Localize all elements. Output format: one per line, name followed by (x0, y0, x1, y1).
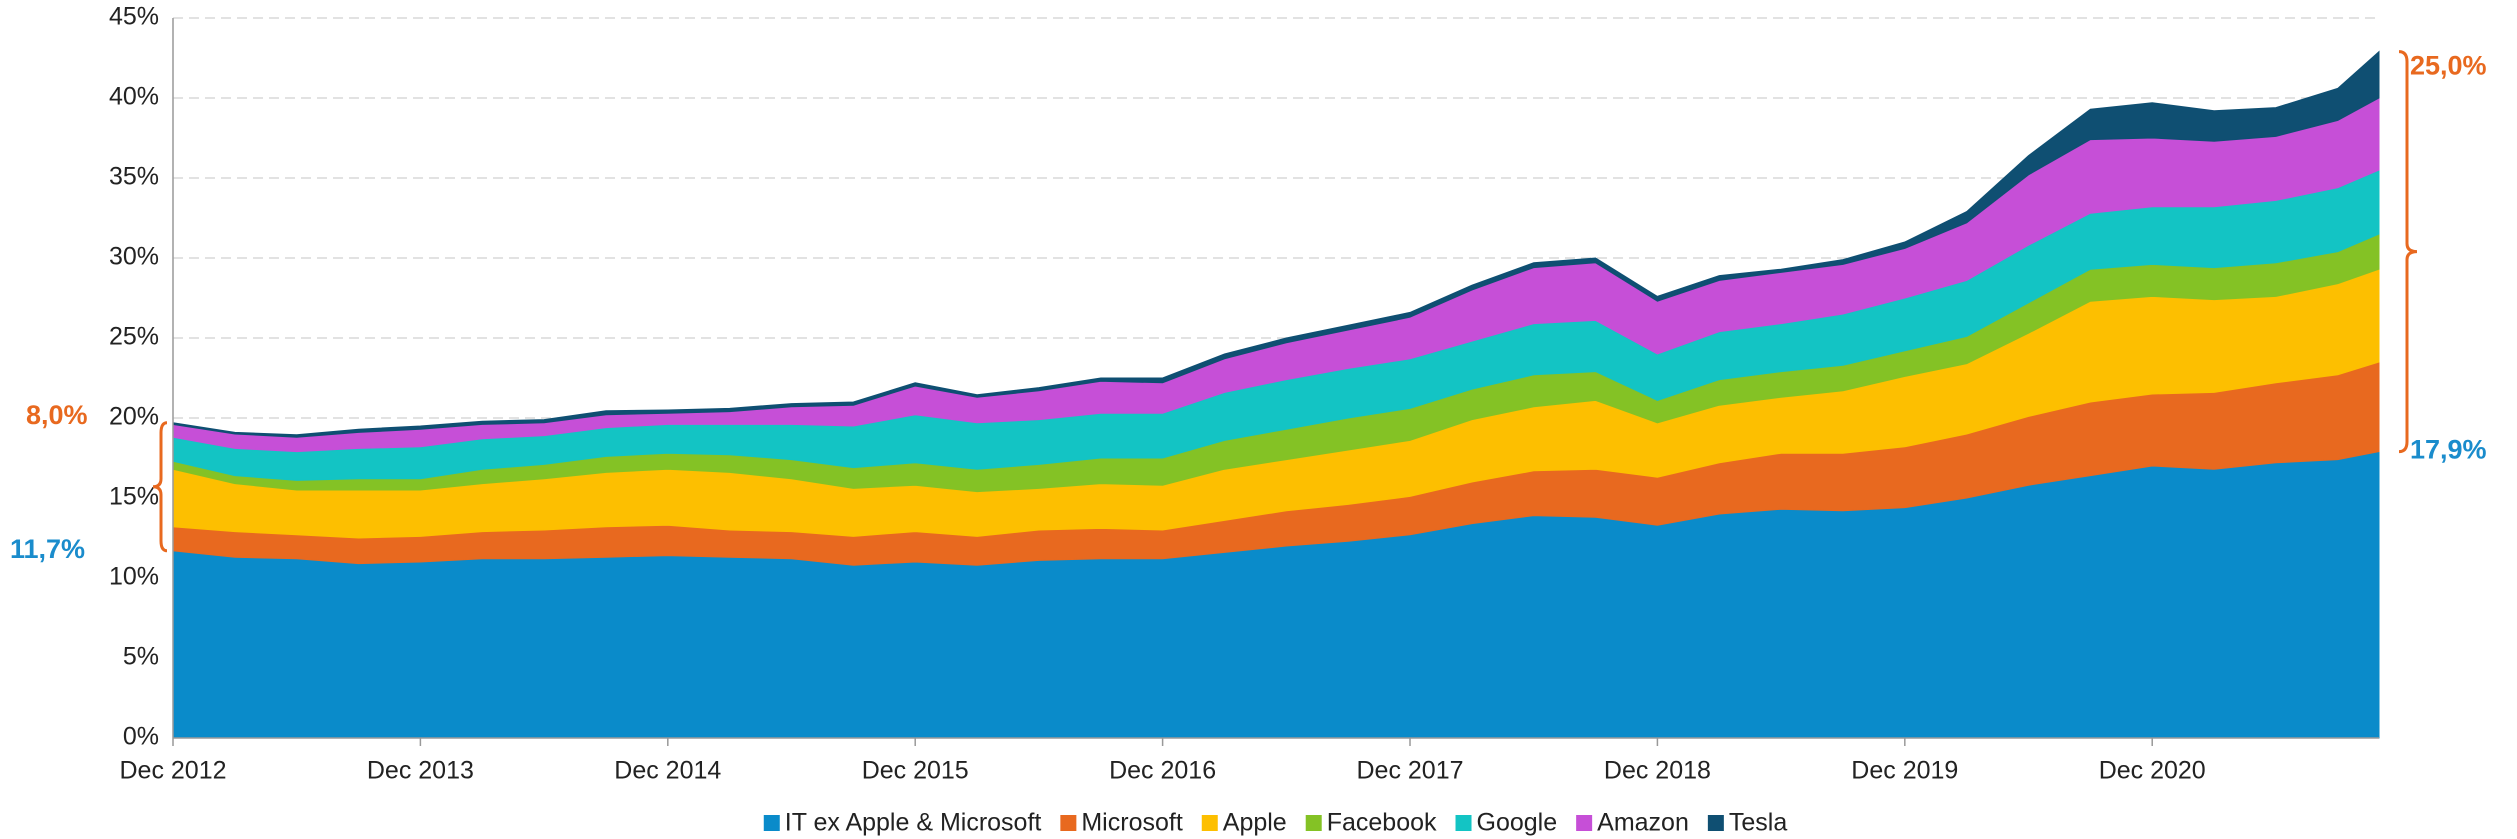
area (172, 50, 2380, 438)
x-tick-label: Dec 2018 (1604, 757, 1711, 785)
legend-swatch (1707, 815, 1724, 831)
legend-label: Apple (1223, 809, 1287, 837)
x-tick-label: Dec 2012 (119, 757, 226, 785)
legend-label: Microsoft (1081, 809, 1182, 837)
y-tick-label: 25% (109, 323, 159, 351)
y-tick-label: 35% (109, 163, 159, 191)
legend-label: Facebook (1327, 809, 1437, 837)
annotation: 11,7% (10, 534, 85, 564)
x-tick-label: Dec 2019 (1851, 757, 1958, 785)
y-tick-label: 5% (123, 643, 159, 671)
x-tick-label: Dec 2015 (862, 757, 969, 785)
brace (2398, 50, 2418, 454)
annotation: 17,9% (2410, 435, 2487, 465)
legend-label: Google (1477, 809, 1558, 837)
x-tick-label: Dec 2016 (1109, 757, 1216, 785)
legend-swatch (1201, 815, 1218, 831)
y-tick-label: 0% (123, 723, 159, 751)
legend-label: Tesla (1729, 809, 1787, 837)
y-tick-label: 45% (109, 3, 159, 31)
legend-swatch (1305, 815, 1322, 831)
y-tick-label: 40% (109, 83, 159, 111)
legend-swatch (1576, 815, 1593, 831)
legend-label: Amazon (1597, 809, 1689, 837)
y-tick-label: 15% (109, 483, 159, 511)
x-tick-label: Dec 2014 (614, 757, 721, 785)
y-tick-label: 10% (109, 563, 159, 591)
x-tick-label: Dec 2020 (2099, 757, 2206, 785)
legend-swatch (763, 815, 780, 831)
legend-swatch (1455, 815, 1472, 831)
x-tick-label: Dec 2017 (1356, 757, 1463, 785)
annotation: 25,0% (2410, 51, 2487, 81)
y-tick-label: 30% (109, 243, 159, 271)
legend-swatch (1060, 815, 1077, 831)
x-tick-label: Dec 2013 (367, 757, 474, 785)
legend-label: IT ex Apple & Microsoft (785, 809, 1042, 837)
y-tick-label: 20% (109, 403, 159, 431)
annotation: 8,0% (26, 400, 88, 430)
brace (152, 421, 168, 553)
